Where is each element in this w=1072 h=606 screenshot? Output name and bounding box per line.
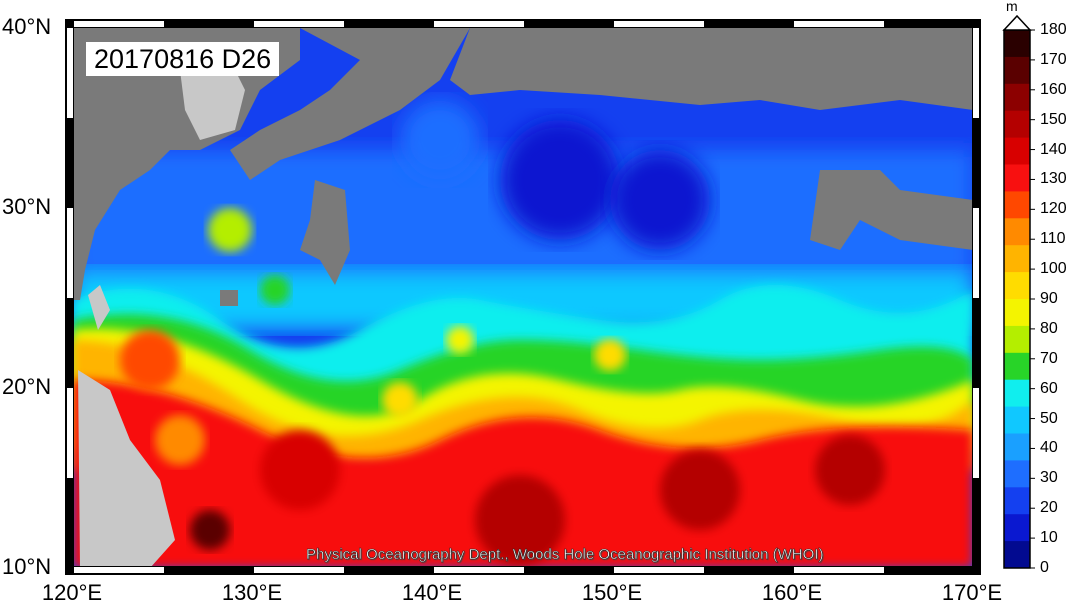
colorbar-segment	[1004, 137, 1030, 165]
colorbar-segment	[1004, 272, 1030, 300]
colorbar	[1002, 14, 1035, 569]
colorbar-segment	[1004, 56, 1030, 85]
lat-label-10: 10°N	[2, 554, 52, 579]
colorbar-tick-label: 10	[1040, 529, 1058, 547]
colorbar-segment	[1004, 299, 1030, 327]
colorbar-tick-label: 150	[1040, 110, 1067, 128]
colorbar-segment	[1004, 541, 1030, 569]
lon-label-160: 160°E	[761, 580, 823, 605]
east-land	[810, 170, 973, 250]
colorbar-segment	[1004, 379, 1030, 408]
lon-label-150: 150°E	[581, 580, 643, 605]
colorbar-tick-label: 110	[1040, 230, 1066, 248]
colorbar-segment	[1004, 433, 1030, 461]
colorbar-segment	[1004, 245, 1030, 273]
colorbar-tick-label: 40	[1040, 439, 1058, 457]
colorbar-tick-label: 60	[1040, 379, 1058, 397]
colorbar-tick-label: 130	[1040, 170, 1067, 188]
credit-text: Physical Oceanography Dept., Woods Hole …	[306, 546, 824, 564]
lon-label-170: 170°E	[941, 580, 1003, 605]
colorbar-segment	[1004, 460, 1030, 488]
colorbar-tick-label: 90	[1040, 290, 1058, 307]
colorbar-segment	[1004, 110, 1030, 139]
colorbar-tick-label: 30	[1040, 469, 1058, 487]
colorbar-tick-label: 80	[1040, 319, 1058, 337]
front-red	[73, 380, 973, 568]
colorbar-tick-label: 180	[1040, 21, 1067, 38]
colorbar-segment	[1004, 191, 1030, 219]
colorbar-tick-label: 0	[1040, 559, 1049, 576]
japan	[230, 28, 470, 180]
lon-label-140: 140°E	[401, 580, 463, 605]
land-light	[78, 60, 245, 568]
colorbar-segment	[1004, 406, 1030, 434]
colorbar-tick-label: 100	[1040, 260, 1067, 278]
colorbar-segment	[1004, 325, 1030, 354]
lon-label-120: 120°E	[41, 580, 103, 605]
colorbar-extend-arrow	[1002, 14, 1032, 31]
field-layer	[73, 28, 973, 568]
lat-label-30: 30°N	[2, 194, 52, 219]
taiwan	[88, 285, 110, 330]
colorbar-segment	[1004, 487, 1030, 515]
small-island	[220, 290, 238, 306]
lon-label-130: 130°E	[221, 580, 283, 605]
philippines	[78, 370, 175, 568]
colorbar-tick-label: 120	[1040, 200, 1067, 218]
lat-label-40: 40°N	[2, 14, 52, 39]
colorbar-tick-label: 50	[1040, 409, 1058, 427]
colorbar-segment	[1004, 218, 1030, 246]
lat-label-20: 20°N	[2, 374, 52, 399]
colorbar-segment	[1004, 514, 1030, 542]
colorbar-tick-label: 20	[1040, 499, 1058, 517]
korea	[180, 60, 245, 140]
date-label: 20170816 D26	[86, 42, 280, 76]
colorbar-tick-label: 160	[1040, 80, 1067, 98]
colorbar-tick-label: 70	[1040, 349, 1058, 367]
colorbar-tick-label: 170	[1040, 50, 1067, 68]
colorbar-segment	[1004, 83, 1030, 112]
central-land	[300, 180, 350, 285]
colorbar-segment	[1004, 164, 1030, 192]
colorbar-segment	[1004, 352, 1030, 381]
colorbar-unit: m	[1006, 0, 1018, 14]
colorbar-tick-label: 140	[1040, 140, 1067, 158]
north-land	[450, 28, 973, 110]
colorbar-segment	[1004, 30, 1030, 58]
